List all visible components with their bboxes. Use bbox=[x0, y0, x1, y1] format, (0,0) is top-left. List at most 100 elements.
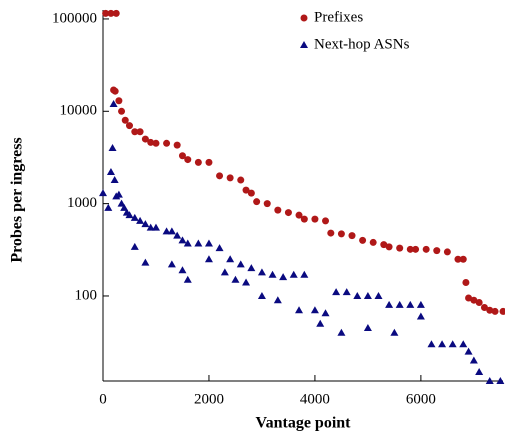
legend-label: Prefixes bbox=[314, 9, 363, 25]
point bbox=[205, 158, 213, 166]
point bbox=[117, 199, 126, 207]
point bbox=[491, 307, 499, 315]
point bbox=[321, 309, 330, 317]
point bbox=[173, 231, 182, 239]
point bbox=[438, 340, 447, 348]
point bbox=[247, 264, 256, 272]
point bbox=[178, 152, 186, 160]
point bbox=[486, 306, 494, 314]
point bbox=[396, 244, 404, 252]
point bbox=[107, 9, 115, 17]
legend-label: Next-hop ASNs bbox=[314, 36, 410, 52]
point bbox=[247, 189, 255, 197]
x-tick-label: 2000 bbox=[194, 391, 224, 407]
point bbox=[465, 294, 473, 302]
point bbox=[496, 377, 505, 384]
point bbox=[167, 227, 176, 235]
point bbox=[194, 239, 203, 247]
point bbox=[332, 288, 341, 296]
point bbox=[359, 236, 367, 244]
point bbox=[273, 296, 282, 304]
point bbox=[322, 217, 330, 225]
point bbox=[274, 206, 282, 214]
point bbox=[236, 260, 245, 268]
point bbox=[390, 328, 399, 336]
point bbox=[454, 255, 462, 263]
point bbox=[459, 340, 468, 348]
point bbox=[284, 209, 292, 217]
point bbox=[499, 307, 505, 315]
y-tick-label: 100 bbox=[75, 287, 98, 303]
point bbox=[226, 255, 235, 263]
point bbox=[130, 213, 139, 221]
point bbox=[146, 223, 155, 231]
point bbox=[178, 236, 187, 244]
point bbox=[289, 270, 298, 278]
point bbox=[369, 238, 377, 246]
point bbox=[226, 174, 234, 182]
point bbox=[406, 300, 415, 308]
point bbox=[342, 288, 351, 296]
y-axis-title: Probes per ingress bbox=[9, 137, 26, 262]
point bbox=[111, 87, 119, 95]
point bbox=[131, 128, 139, 136]
point bbox=[216, 172, 224, 180]
point bbox=[141, 135, 149, 143]
point bbox=[220, 268, 229, 276]
point bbox=[183, 239, 192, 247]
point bbox=[422, 245, 430, 253]
point bbox=[237, 176, 245, 184]
point bbox=[406, 245, 414, 253]
y-tick-label: 10000 bbox=[60, 103, 98, 119]
point bbox=[311, 215, 319, 223]
point bbox=[348, 232, 356, 240]
point bbox=[253, 198, 261, 206]
point bbox=[121, 116, 129, 124]
point bbox=[416, 300, 425, 308]
point bbox=[469, 356, 478, 364]
point bbox=[310, 306, 319, 314]
point bbox=[462, 278, 470, 286]
point bbox=[385, 300, 394, 308]
point bbox=[152, 139, 160, 147]
point bbox=[109, 99, 118, 107]
point bbox=[141, 258, 150, 266]
point bbox=[395, 300, 404, 308]
point bbox=[112, 9, 120, 17]
point bbox=[416, 312, 425, 320]
point bbox=[136, 216, 145, 224]
point bbox=[480, 304, 488, 312]
point bbox=[242, 186, 250, 194]
point bbox=[475, 368, 484, 376]
point bbox=[163, 139, 171, 147]
point bbox=[104, 203, 113, 211]
y-tick-label: 100000 bbox=[52, 10, 97, 26]
x-tick-label: 0 bbox=[99, 391, 107, 407]
point bbox=[178, 266, 187, 274]
point bbox=[327, 229, 335, 237]
point bbox=[433, 247, 441, 255]
x-tick-label: 4000 bbox=[300, 391, 330, 407]
point bbox=[99, 189, 107, 197]
point bbox=[363, 323, 372, 331]
point bbox=[118, 107, 126, 115]
point bbox=[106, 168, 115, 176]
point bbox=[374, 291, 383, 299]
point bbox=[167, 260, 176, 268]
point bbox=[485, 377, 494, 384]
point bbox=[173, 141, 181, 149]
point bbox=[130, 242, 139, 250]
point bbox=[125, 122, 133, 130]
point bbox=[337, 230, 345, 238]
point bbox=[448, 340, 457, 348]
point bbox=[204, 255, 213, 263]
point bbox=[380, 241, 388, 249]
point bbox=[464, 347, 473, 355]
point bbox=[475, 298, 483, 306]
point bbox=[162, 227, 171, 235]
point bbox=[141, 220, 150, 228]
point bbox=[204, 239, 213, 247]
point bbox=[184, 156, 192, 164]
point bbox=[102, 9, 110, 17]
point bbox=[363, 291, 372, 299]
